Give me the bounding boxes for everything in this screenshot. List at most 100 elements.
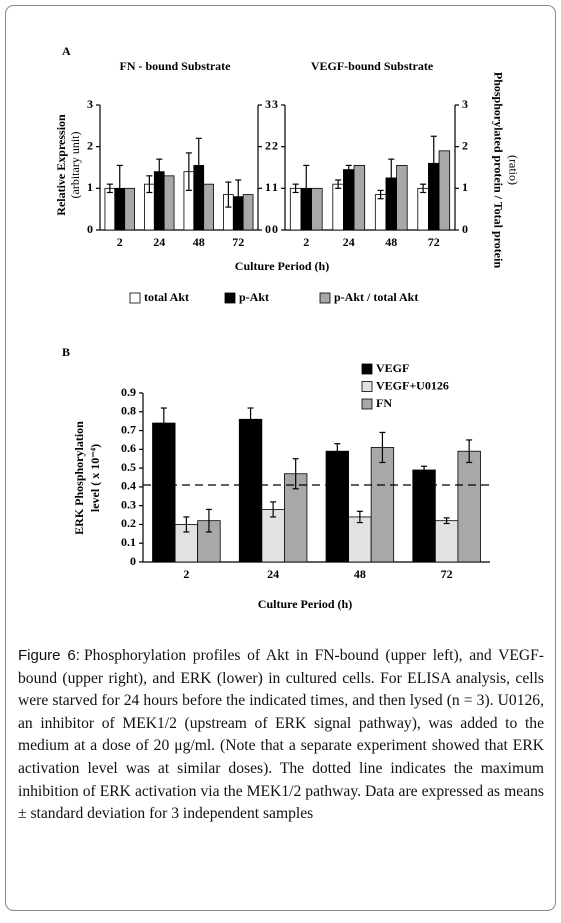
legend-swatch bbox=[361, 398, 373, 410]
y2-tick-label: 3 bbox=[462, 97, 468, 111]
y2-axis-label: Phosphorylated protein / Total protein bbox=[491, 72, 505, 269]
y-tick-label: 1 bbox=[87, 180, 93, 194]
bar bbox=[311, 187, 323, 231]
bar bbox=[343, 169, 355, 231]
bar bbox=[124, 187, 135, 231]
error-bar bbox=[377, 189, 384, 200]
error-bar bbox=[225, 181, 232, 208]
y-tick-label: 0.9 bbox=[121, 385, 136, 399]
y-axis-label-sub: (arbitary unit) bbox=[68, 132, 82, 199]
legend-swatch bbox=[224, 292, 236, 304]
error-bar bbox=[195, 137, 202, 194]
bar bbox=[325, 450, 349, 563]
x-tick-label: 72 bbox=[441, 567, 453, 581]
y-tick-label: 0 bbox=[272, 222, 278, 236]
legend-swatch bbox=[361, 363, 373, 375]
error-bar bbox=[292, 458, 299, 490]
x-tick-label: 48 bbox=[193, 235, 205, 249]
x-tick-label: 72 bbox=[232, 235, 244, 249]
y-tick-label: 3 bbox=[272, 97, 278, 111]
error-bar bbox=[334, 443, 341, 460]
error-bar bbox=[116, 164, 123, 212]
error-bar bbox=[146, 175, 153, 194]
x-tick-label: 2 bbox=[303, 235, 309, 249]
error-bar bbox=[247, 407, 254, 432]
y2-tick-label: 2 bbox=[462, 138, 468, 152]
panel-label: B bbox=[62, 345, 70, 359]
bar bbox=[163, 175, 175, 231]
legend-label: FN bbox=[376, 396, 392, 410]
error-bar bbox=[106, 183, 113, 194]
error-bar bbox=[379, 431, 386, 464]
y-tick-label: 0 bbox=[87, 222, 93, 236]
y-tick-label: 0.8 bbox=[121, 404, 136, 418]
y2-tick-label: 2 bbox=[265, 138, 271, 152]
x-tick-label: 24 bbox=[153, 235, 165, 249]
error-bar bbox=[185, 152, 192, 192]
bar bbox=[457, 450, 481, 563]
x-tick-label: 48 bbox=[385, 235, 397, 249]
error-bar bbox=[443, 517, 450, 525]
legend-label: p-Akt / total Akt bbox=[334, 290, 418, 304]
x-tick-label: 72 bbox=[428, 235, 440, 249]
frame bbox=[5, 5, 556, 911]
caption: Figure 6: Phosphorylation profiles of Akt… bbox=[18, 645, 544, 826]
y2-axis-label-sub: (ratio) bbox=[506, 155, 520, 185]
y-tick-label: 2 bbox=[272, 138, 278, 152]
y-tick-label: 0 bbox=[130, 554, 136, 568]
y2-tick-label: 0 bbox=[462, 222, 468, 236]
y2-tick-label: 3 bbox=[265, 97, 271, 111]
x-tick-label: 24 bbox=[343, 235, 355, 249]
y-tick-label: 0.6 bbox=[121, 441, 136, 455]
legend-label: VEGF bbox=[376, 361, 409, 375]
bar bbox=[353, 165, 366, 231]
y-tick-label: 1 bbox=[272, 180, 278, 194]
caption-label: Figure 6: bbox=[18, 647, 80, 664]
x-tick-label: 2 bbox=[117, 235, 123, 249]
legend-swatch bbox=[361, 381, 373, 392]
bar bbox=[242, 194, 254, 231]
x-tick-label: 2 bbox=[183, 567, 189, 581]
bar bbox=[104, 187, 116, 231]
y-tick-label: 0.2 bbox=[121, 516, 136, 530]
legend-label: VEGF+U0126 bbox=[376, 378, 449, 392]
bar bbox=[348, 516, 372, 563]
bar bbox=[438, 150, 451, 231]
error-bar bbox=[430, 135, 437, 192]
y-tick-label: 0.7 bbox=[121, 422, 136, 436]
bar bbox=[417, 187, 429, 231]
bar bbox=[203, 183, 214, 231]
error-bar bbox=[335, 179, 342, 189]
bar bbox=[238, 418, 263, 563]
chart-title: FN - bound Substrate bbox=[119, 59, 231, 73]
error-bar bbox=[388, 158, 395, 198]
error-bar bbox=[183, 516, 190, 533]
x-axis-label: Culture Period (h) bbox=[258, 597, 352, 611]
x-tick-label: 24 bbox=[267, 567, 279, 581]
error-bar bbox=[270, 501, 277, 518]
bar bbox=[289, 187, 302, 231]
bar bbox=[332, 183, 344, 231]
y-tick-label: 0.4 bbox=[121, 479, 136, 493]
error-bar bbox=[345, 164, 352, 175]
y-tick-label: 3 bbox=[87, 97, 93, 111]
y-tick-label: 2 bbox=[87, 138, 93, 152]
error-bar bbox=[421, 465, 428, 475]
y2-tick-label: 1 bbox=[462, 180, 468, 194]
legend-swatch bbox=[319, 292, 331, 304]
error-bar bbox=[156, 158, 163, 185]
y-axis-label: Relative Expression bbox=[54, 114, 68, 216]
legend-label: total Akt bbox=[144, 290, 189, 304]
bar bbox=[434, 520, 459, 563]
error-bar bbox=[420, 183, 427, 194]
x-axis-label: Culture Period (h) bbox=[235, 259, 329, 273]
y-tick-label: 0.3 bbox=[121, 497, 136, 511]
error-bar bbox=[303, 164, 310, 212]
y-tick-label: 0.5 bbox=[121, 460, 136, 474]
error-bar bbox=[292, 183, 299, 194]
bar bbox=[152, 422, 176, 563]
error-bar bbox=[466, 439, 473, 464]
panel-label: A bbox=[62, 44, 71, 58]
